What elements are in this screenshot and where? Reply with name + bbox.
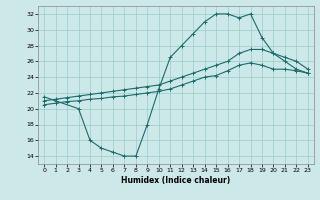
X-axis label: Humidex (Indice chaleur): Humidex (Indice chaleur) [121,176,231,185]
